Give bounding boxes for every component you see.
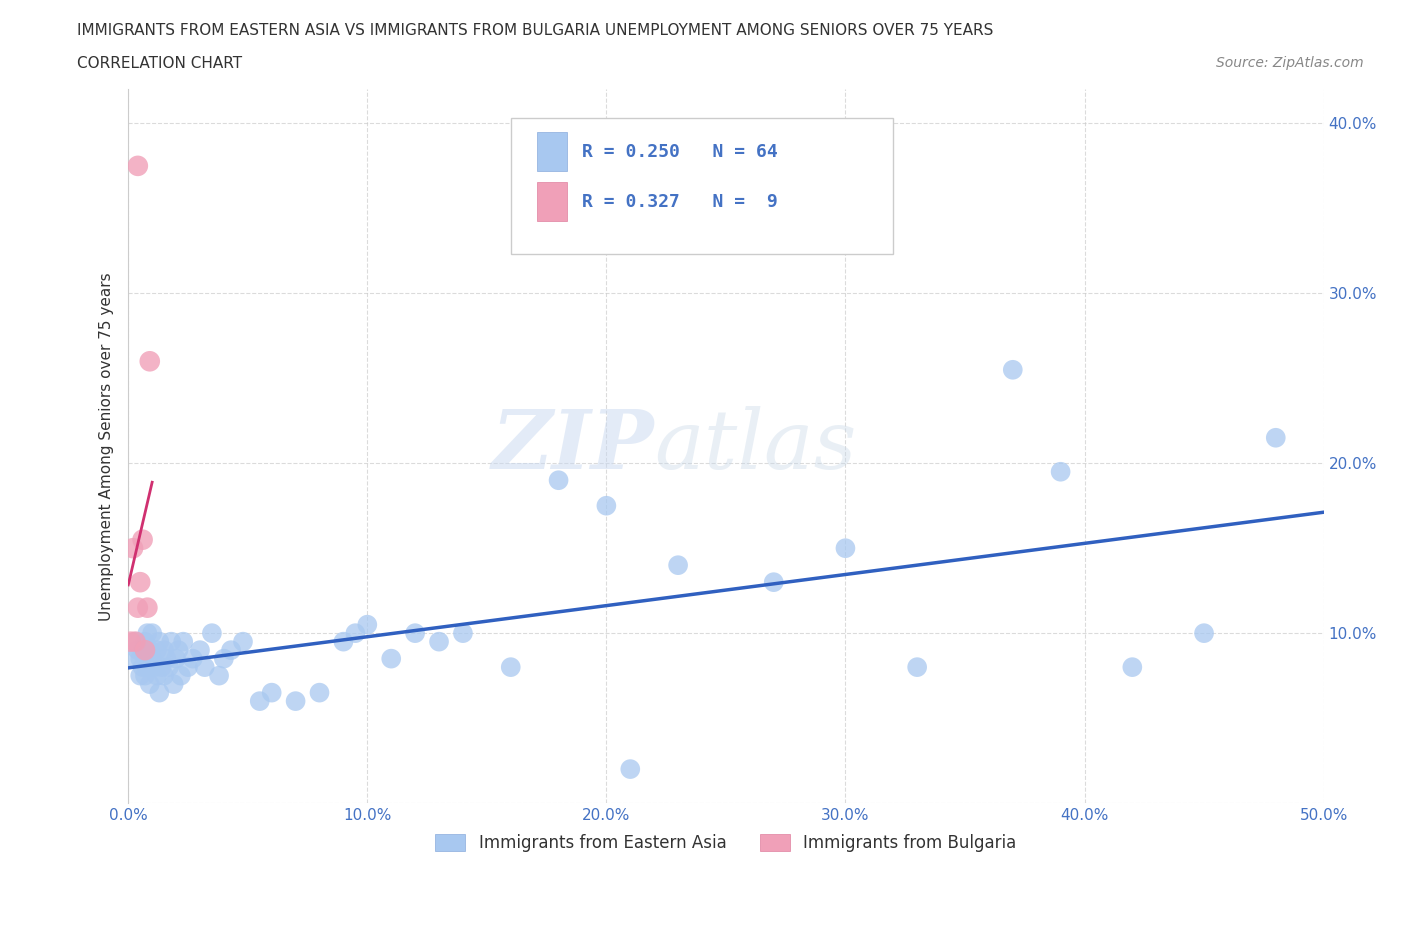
Text: atlas: atlas (654, 406, 856, 486)
Point (834, 540, 856, 555)
Point (157, 659, 180, 674)
Text: CORRELATION CHART: CORRELATION CHART (77, 56, 242, 71)
Point (380, 651, 402, 666)
Point (122, 651, 145, 666)
Point (666, 558, 689, 573)
Point (141, 626, 163, 641)
Point (120, 634, 142, 649)
Point (148, 685, 170, 700)
Point (129, 575, 152, 590)
Point (212, 651, 235, 666)
Point (762, 575, 785, 590)
Y-axis label: Unemployment Among Seniors over 75 years: Unemployment Among Seniors over 75 years (100, 272, 114, 620)
Point (127, 600, 149, 615)
Point (619, 762, 641, 777)
Point (141, 651, 163, 666)
Point (167, 643, 190, 658)
Text: Source: ZipAtlas.com: Source: ZipAtlas.com (1216, 56, 1364, 70)
Point (124, 634, 146, 649)
Point (136, 626, 159, 641)
Point (451, 626, 474, 641)
Point (165, 651, 187, 666)
Text: IMMIGRANTS FROM EASTERN ASIA VS IMMIGRANTS FROM BULGARIA UNEMPLOYMENT AMONG SENI: IMMIGRANTS FROM EASTERN ASIA VS IMMIGRAN… (77, 23, 994, 38)
Point (1264, 431, 1286, 445)
Point (127, 643, 149, 658)
Bar (537, 132, 567, 171)
Point (155, 651, 177, 666)
Point (124, 634, 146, 649)
Legend: Immigrants from Eastern Asia, Immigrants from Bulgaria: Immigrants from Eastern Asia, Immigrants… (429, 828, 1024, 859)
Point (284, 694, 307, 709)
Point (208, 668, 231, 683)
Point (177, 659, 200, 674)
Point (1121, 659, 1143, 674)
Point (172, 634, 194, 649)
Point (344, 626, 367, 641)
Point (150, 659, 173, 674)
Point (136, 600, 159, 615)
Point (194, 659, 217, 674)
Point (148, 634, 170, 649)
Point (153, 643, 176, 658)
Point (139, 677, 162, 692)
Point (499, 659, 522, 674)
Text: ZIP: ZIP (492, 406, 654, 486)
Point (1049, 464, 1071, 479)
Point (134, 668, 156, 683)
Point (181, 651, 204, 666)
Point (131, 659, 153, 674)
Point (163, 677, 186, 692)
Point (404, 626, 426, 641)
Point (905, 659, 928, 674)
Point (134, 634, 156, 649)
Point (153, 668, 176, 683)
Text: R = 0.327   N =  9: R = 0.327 N = 9 (582, 193, 779, 211)
Point (1192, 626, 1215, 641)
Point (127, 158, 149, 173)
Point (129, 668, 152, 683)
Bar (537, 182, 567, 221)
Point (332, 634, 354, 649)
Point (249, 694, 271, 709)
Point (139, 643, 162, 658)
Point (595, 498, 617, 513)
Point (143, 659, 166, 674)
Point (136, 659, 159, 674)
Point (201, 626, 224, 641)
FancyBboxPatch shape (510, 118, 893, 254)
Point (308, 685, 330, 700)
Point (134, 643, 156, 658)
Point (146, 643, 169, 658)
Point (139, 353, 162, 368)
Point (122, 540, 145, 555)
Point (260, 685, 283, 700)
Point (170, 668, 193, 683)
Point (232, 634, 254, 649)
Point (1001, 363, 1024, 378)
Point (146, 668, 169, 683)
Text: R = 0.250   N = 64: R = 0.250 N = 64 (582, 143, 779, 161)
Point (547, 472, 569, 487)
Point (188, 643, 211, 658)
Point (129, 651, 152, 666)
Point (427, 634, 450, 649)
Point (219, 643, 242, 658)
Point (356, 618, 378, 632)
Point (131, 532, 153, 547)
Point (131, 643, 153, 658)
Point (160, 634, 183, 649)
